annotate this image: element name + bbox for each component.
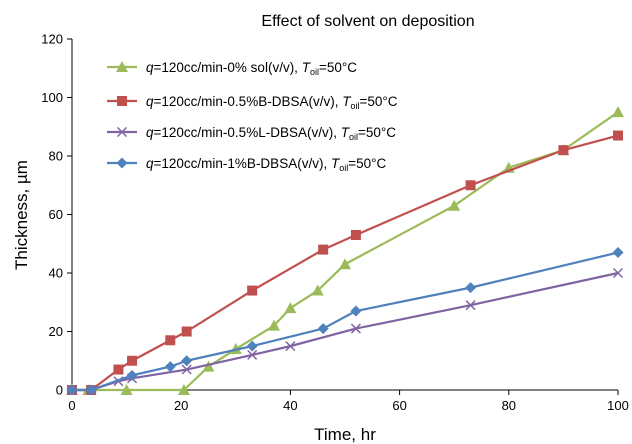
data-point [318,244,329,255]
legend-marker [116,61,128,72]
x-axis-title: Time, hr [314,425,376,444]
data-point [612,267,624,279]
data-point [177,384,190,395]
data-point [558,145,569,156]
series-line [72,251,619,392]
y-tick-label: 40 [49,266,63,281]
legend-text-part: q [146,60,154,75]
data-point [339,258,351,270]
legend: q=120cc/min-0% sol(v/v), Toil=50°Cq=120c… [107,60,398,173]
data-point [317,323,329,335]
legend-text-part: =120cc/min-1%B-DBSA(v/v), [154,156,331,171]
data-point [127,355,138,366]
y-tick-label: 80 [49,149,63,164]
legend-text-part: q [146,156,154,171]
y-axis-title: Thickness, µm [12,160,31,270]
y-tick-label: 0 [56,383,63,398]
legend-text-part: q [146,94,154,109]
legend-marker [116,126,128,138]
legend-label: q=120cc/min-0% sol(v/v), Toil=50°C [146,60,357,77]
legend-text-part: T [341,125,351,140]
y-tick-label: 100 [41,90,63,105]
legend-entry-4: q=120cc/min-1%B-DBSA(v/v), Toil=50°C [107,156,387,173]
data-point [126,369,138,381]
data-point [165,335,176,346]
data-point [202,360,215,372]
x-tick-label: 20 [174,398,188,413]
data-point [181,326,192,337]
data-point [311,284,324,296]
legend-marker [116,157,128,169]
legend-text-part: =50°C [319,60,357,75]
data-point [465,282,477,294]
legend-entry-3: q=120cc/min-0.5%L-DBSA(v/v), Toil=50°C [107,125,396,142]
x-tick-label: 60 [392,398,406,413]
legend-label: q=120cc/min-0.5%L-DBSA(v/v), Toil=50°C [146,125,396,142]
legend-text-part: =50°C [359,94,397,109]
legend-marker [117,96,127,106]
y-tick-label: 120 [41,32,63,47]
legend-text-part: oil [339,163,348,173]
data-point [164,361,176,373]
data-point [247,285,258,296]
data-point [181,364,192,375]
series-2 [67,130,623,395]
legend-text-part: oil [310,67,319,77]
data-point [66,384,78,396]
data-point [448,199,461,211]
data-point [284,302,297,314]
data-point [465,180,476,191]
data-point [612,106,624,118]
x-tick-label: 0 [68,398,75,413]
x-tick-label: 80 [502,398,516,413]
legend-text-part: oil [349,132,358,142]
legend-text-part: =50°C [348,156,386,171]
data-point [247,349,258,360]
data-point [350,305,362,317]
data-point [246,340,258,352]
data-point [350,323,361,334]
legend-text-part: oil [350,101,359,111]
plot-area: 0 20 40 60 80 100 0 20 40 60 80 100 120 [41,32,629,414]
data-point [465,300,476,311]
data-point [613,130,623,141]
series-4 [66,247,624,396]
x-tick-label: 40 [283,398,297,413]
chart-title: Effect of solvent on deposition [261,13,474,30]
legend-label: q=120cc/min-0.5%B-DBSA(v/v), Toil=50°C [146,94,398,111]
data-point [181,355,193,367]
legend-text-part: =120cc/min-0% sol(v/v), [154,60,302,75]
legend-label: q=120cc/min-1%B-DBSA(v/v), Toil=50°C [146,156,387,173]
y-tick-label: 60 [49,207,63,222]
data-point [612,247,624,259]
data-point [85,384,97,396]
data-point [350,229,361,240]
legend-text-part: T [302,60,312,75]
legend-text-part: T [331,156,341,171]
y-tick-label: 20 [49,324,63,339]
legend-text-part: =50°C [358,125,396,140]
series-3 [66,267,624,396]
data-point [113,364,124,375]
series-line [72,271,619,392]
legend-text-part: =120cc/min-0.5%B-DBSA(v/v), [154,94,343,109]
data-point [120,384,133,395]
data-point [268,319,281,331]
legend-text-part: q [146,125,154,140]
legend-entry-2: q=120cc/min-0.5%B-DBSA(v/v), Toil=50°C [107,94,398,111]
legend-text-part: =120cc/min-0.5%L-DBSA(v/v), [154,125,341,140]
x-tick-label: 100 [607,398,629,413]
legend-text-part: T [342,94,352,109]
legend-entry-1: q=120cc/min-0% sol(v/v), Toil=50°C [107,60,357,77]
data-point [285,341,296,352]
